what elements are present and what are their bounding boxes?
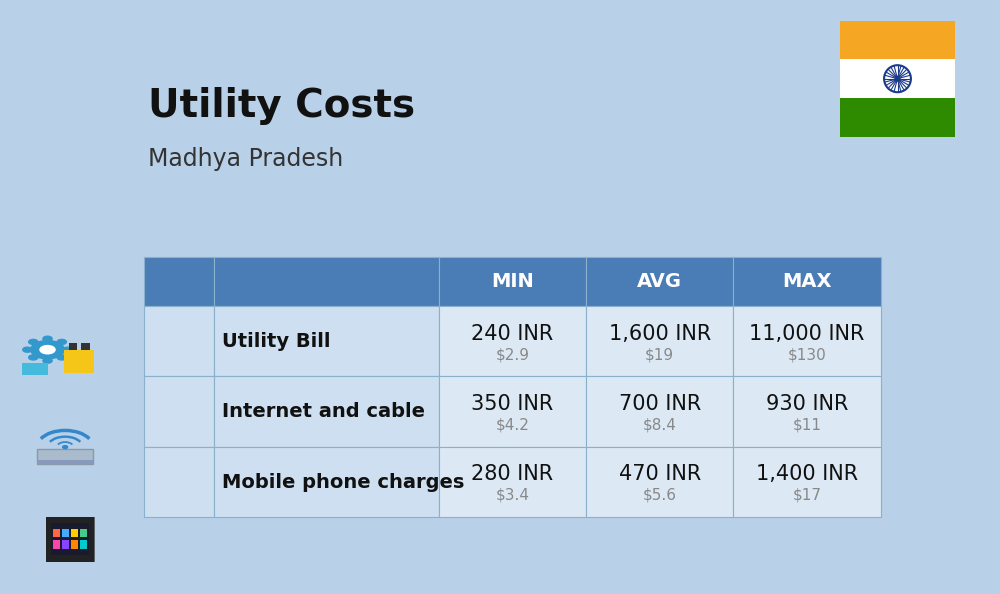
Bar: [439, 306, 586, 377]
Circle shape: [23, 347, 32, 352]
Circle shape: [43, 358, 52, 363]
Circle shape: [63, 347, 72, 352]
Bar: [69, 343, 77, 350]
Text: 350 INR: 350 INR: [471, 394, 554, 414]
Circle shape: [31, 340, 64, 359]
Bar: [51, 523, 89, 555]
Bar: [733, 306, 881, 377]
Bar: [586, 306, 733, 377]
Bar: [71, 529, 78, 537]
Text: 930 INR: 930 INR: [766, 394, 848, 414]
Text: 1,600 INR: 1,600 INR: [609, 324, 711, 343]
Text: 700 INR: 700 INR: [619, 394, 701, 414]
Text: $3.4: $3.4: [496, 488, 530, 503]
Bar: [144, 377, 214, 447]
Bar: [840, 59, 955, 98]
Bar: [439, 257, 586, 306]
Circle shape: [63, 446, 68, 448]
Bar: [71, 541, 78, 548]
Text: $11: $11: [792, 418, 821, 432]
Bar: [22, 364, 48, 375]
Text: 11,000 INR: 11,000 INR: [749, 324, 865, 343]
Bar: [214, 447, 439, 517]
Text: $5.6: $5.6: [643, 488, 677, 503]
FancyBboxPatch shape: [46, 516, 95, 563]
Text: $17: $17: [792, 488, 821, 503]
Bar: [439, 447, 586, 517]
Bar: [37, 460, 93, 464]
Bar: [586, 257, 733, 306]
Text: 1,400 INR: 1,400 INR: [756, 465, 858, 484]
Bar: [586, 447, 733, 517]
Bar: [37, 449, 93, 464]
Bar: [214, 377, 439, 447]
Bar: [733, 377, 881, 447]
Text: $2.9: $2.9: [496, 347, 530, 362]
Text: Madhya Pradesh: Madhya Pradesh: [148, 147, 344, 170]
Bar: [214, 306, 439, 377]
Circle shape: [43, 336, 52, 341]
Bar: [733, 257, 881, 306]
Bar: [62, 529, 69, 537]
Bar: [439, 377, 586, 447]
Text: 470 INR: 470 INR: [619, 465, 701, 484]
Circle shape: [57, 339, 66, 345]
Text: $19: $19: [645, 347, 674, 362]
Text: Utility Bill: Utility Bill: [222, 331, 331, 350]
Bar: [62, 541, 69, 548]
Text: Mobile phone charges: Mobile phone charges: [222, 473, 464, 491]
Text: 240 INR: 240 INR: [471, 324, 554, 343]
Bar: [144, 447, 214, 517]
Text: MIN: MIN: [491, 272, 534, 291]
Bar: [144, 257, 214, 306]
Text: 280 INR: 280 INR: [471, 465, 554, 484]
Bar: [53, 529, 60, 537]
Bar: [80, 529, 87, 537]
Circle shape: [40, 346, 55, 354]
Circle shape: [29, 355, 38, 360]
Bar: [81, 343, 90, 350]
Bar: [53, 541, 60, 548]
Text: $4.2: $4.2: [496, 418, 529, 432]
Text: Internet and cable: Internet and cable: [222, 402, 425, 421]
Text: MAX: MAX: [782, 272, 832, 291]
Bar: [80, 541, 87, 548]
Bar: [64, 350, 94, 372]
Bar: [840, 98, 955, 137]
Text: AVG: AVG: [637, 272, 682, 291]
Bar: [733, 447, 881, 517]
Text: Utility Costs: Utility Costs: [148, 87, 415, 125]
Circle shape: [57, 355, 66, 360]
Circle shape: [895, 77, 900, 81]
Bar: [840, 21, 955, 59]
Text: $8.4: $8.4: [643, 418, 677, 432]
Text: $130: $130: [788, 347, 826, 362]
Bar: [214, 257, 439, 306]
Bar: [144, 306, 214, 377]
Circle shape: [29, 339, 38, 345]
Bar: [586, 377, 733, 447]
